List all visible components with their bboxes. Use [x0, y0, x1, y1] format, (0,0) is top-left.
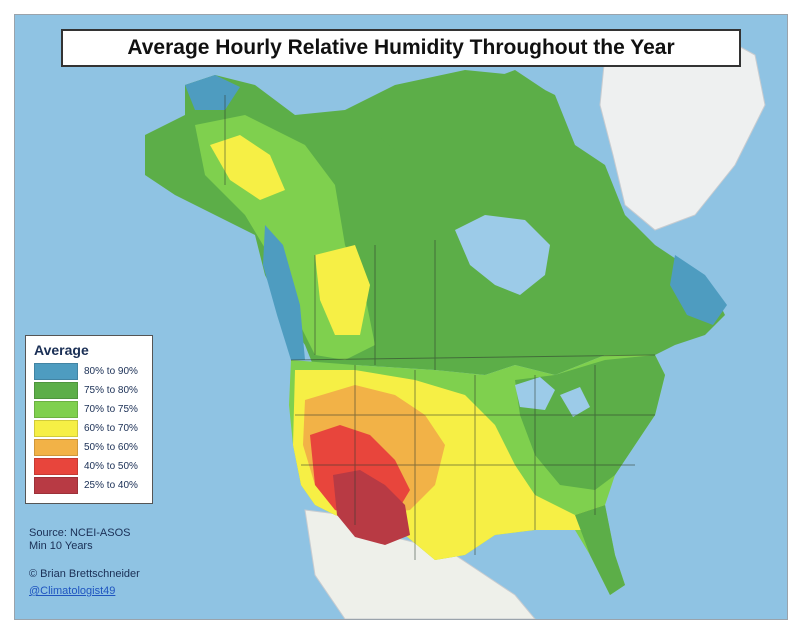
legend: Average 80% to 90% 75% to 80% 70% to 75%…: [25, 335, 153, 504]
legend-item: 40% to 50%: [34, 457, 144, 476]
desert-driest-region: [333, 470, 410, 545]
source-line: Source: NCEI-ASOS: [29, 527, 131, 539]
legend-label: 40% to 50%: [84, 461, 138, 472]
bc-coast: [263, 225, 305, 360]
legend-label: 75% to 80%: [84, 385, 138, 396]
legend-swatch: [34, 401, 78, 418]
legend-swatch: [34, 420, 78, 437]
legend-item: 80% to 90%: [34, 362, 144, 381]
legend-item: 60% to 70%: [34, 419, 144, 438]
title-box: Average Hourly Relative Humidity Through…: [61, 29, 741, 67]
humidity-map: [15, 15, 787, 619]
hudson-bay: [455, 215, 550, 295]
alberta-dry-region: [315, 245, 370, 335]
legend-swatch: [34, 458, 78, 475]
legend-label: 50% to 60%: [84, 442, 138, 453]
map-frame: Average Hourly Relative Humidity Through…: [14, 14, 788, 620]
legend-label: 25% to 40%: [84, 480, 138, 491]
labrador-coast: [670, 255, 727, 325]
legend-title: Average: [34, 342, 89, 358]
legend-swatch: [34, 363, 78, 380]
map-title: Average Hourly Relative Humidity Through…: [127, 36, 675, 59]
legend-label: 70% to 75%: [84, 404, 138, 415]
legend-swatch: [34, 477, 78, 494]
legend-item: 75% to 80%: [34, 381, 144, 400]
arctic-island: [365, 105, 445, 150]
source-years: Min 10 Years: [29, 540, 93, 552]
yukon-dry-region: [210, 135, 285, 200]
legend-item: 50% to 60%: [34, 438, 144, 457]
great-lakes: [560, 387, 590, 417]
legend-label: 80% to 90%: [84, 366, 138, 377]
arctic-island: [475, 70, 545, 115]
legend-item: 70% to 75%: [34, 400, 144, 419]
source-note: Source: NCEI-ASOS Min 10 Years: [29, 527, 130, 553]
legend-swatch: [34, 382, 78, 399]
author-credit: © Brian Brettschneider: [29, 568, 140, 580]
legend-item: 25% to 40%: [34, 476, 144, 495]
legend-label: 60% to 70%: [84, 423, 138, 434]
legend-swatch: [34, 439, 78, 456]
boundary-lines: [224, 95, 656, 560]
author-handle-link[interactable]: @Climatologist49: [29, 585, 116, 597]
florida-region: [575, 505, 625, 595]
alaska-north-slope: [185, 75, 240, 110]
